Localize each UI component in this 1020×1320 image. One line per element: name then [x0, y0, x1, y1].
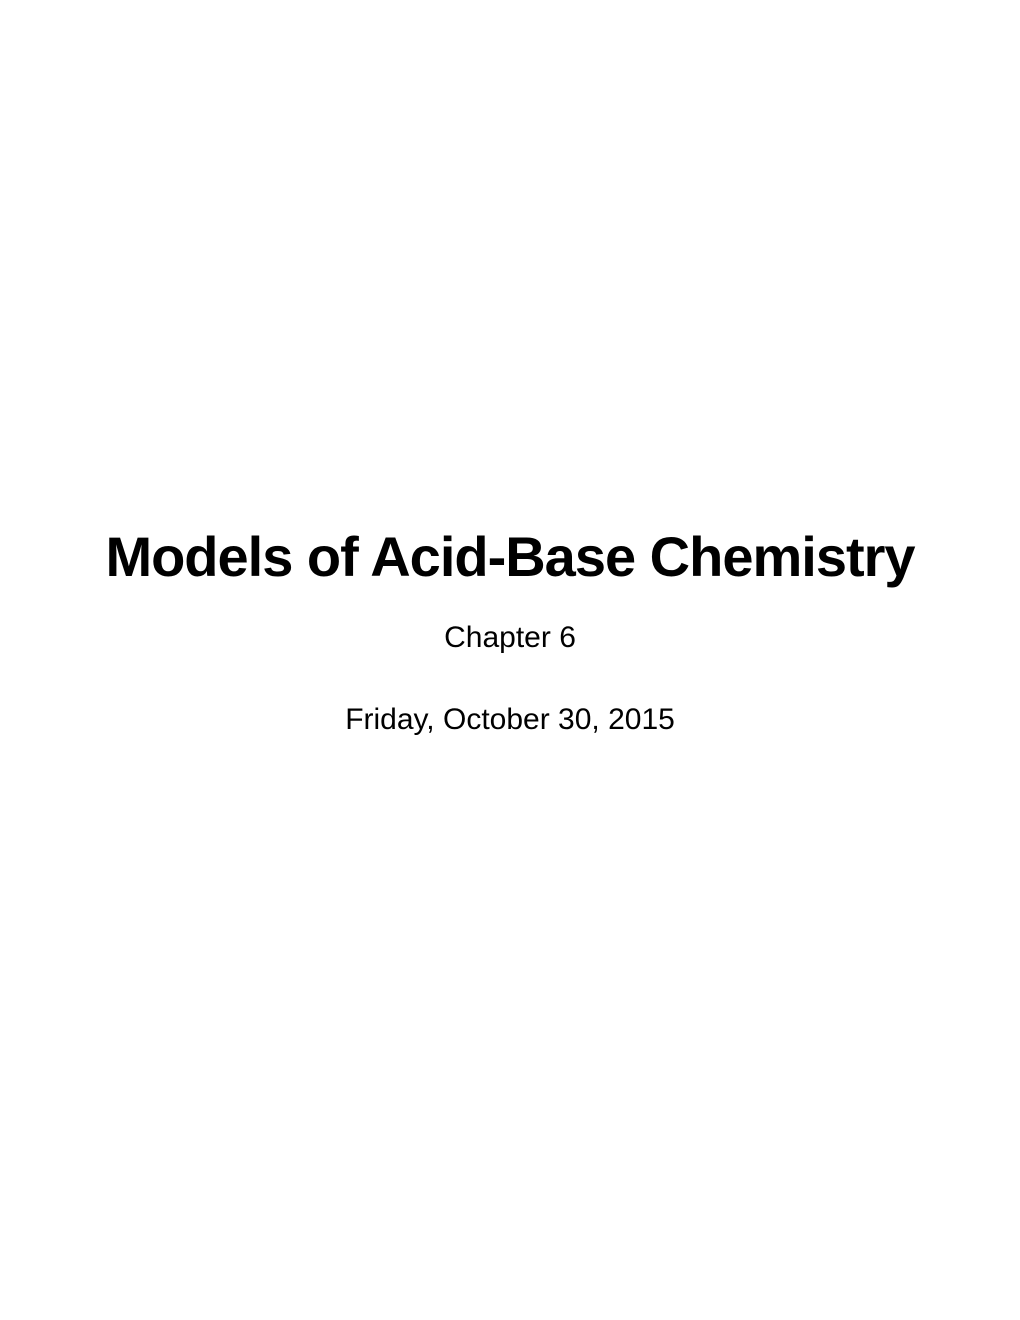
- slide-subtitle: Chapter 6: [105, 621, 914, 655]
- slide-title: Models of Acid-Base Chemistry: [105, 524, 914, 589]
- slide-content: Models of Acid-Base Chemistry Chapter 6 …: [105, 524, 914, 737]
- slide-date: Friday, October 30, 2015: [105, 703, 914, 737]
